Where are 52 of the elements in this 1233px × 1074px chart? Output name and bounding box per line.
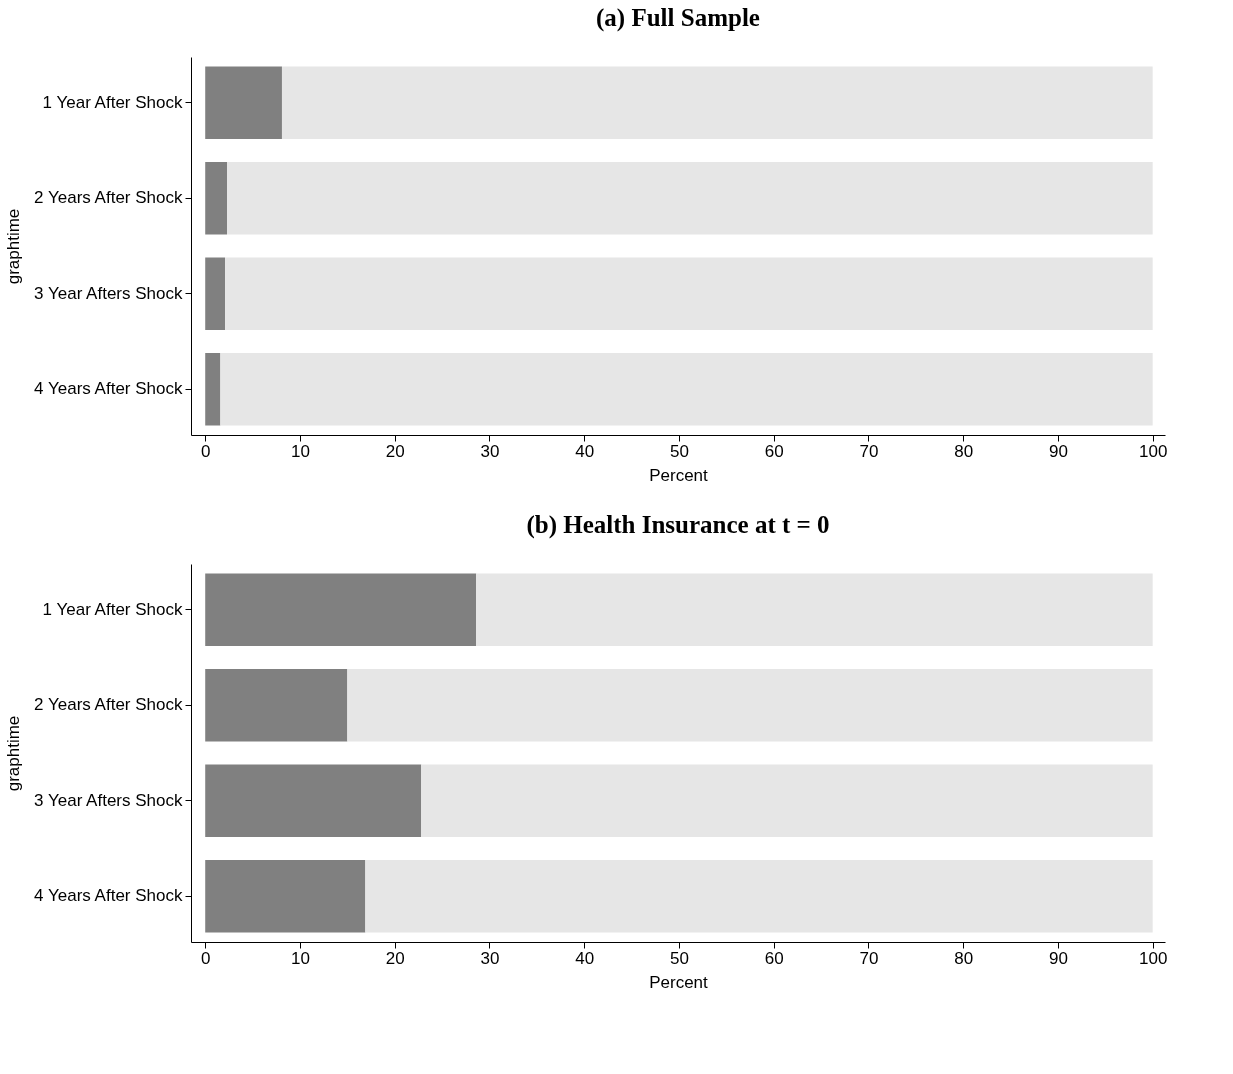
x-tick-label: 20: [385, 948, 405, 968]
bar: [421, 764, 1153, 837]
y-tick-label: 4 Years After Shock: [34, 379, 183, 399]
bar: [347, 669, 1153, 742]
x-tick-label: 0: [200, 441, 211, 461]
x-tick-label: 10: [291, 441, 310, 461]
x-tick-label: 70: [859, 441, 879, 461]
y-tick-label: 1 Year After Shock: [42, 92, 183, 112]
bar: [205, 669, 348, 742]
x-tick-label: 0: [200, 948, 211, 968]
bar: [225, 257, 1153, 330]
y-axis-title: graphtime: [3, 715, 23, 792]
y-tick-label: 2 Years After Shock: [34, 695, 183, 715]
x-tick-label: 100: [1139, 948, 1168, 968]
x-axis-title: Percent: [649, 465, 709, 485]
x-tick-label: 60: [764, 948, 784, 968]
x-tick-label: 60: [764, 441, 784, 461]
x-axis-title: Percent: [649, 972, 709, 992]
bar: [205, 764, 422, 837]
x-tick-label: 80: [954, 948, 974, 968]
x-tick-label: 40: [575, 948, 595, 968]
y-tick-label: 3 Year Afters Shock: [34, 790, 183, 810]
bar: [365, 859, 1153, 933]
chart-title: (a) Full Sample: [596, 4, 760, 32]
bar: [205, 257, 226, 330]
x-tick-label: 30: [480, 441, 500, 461]
chart-title: (b) Health Insurance at t = 0: [526, 511, 830, 539]
bar: [476, 573, 1153, 647]
x-tick-label: 80: [954, 441, 974, 461]
x-tick-label: 90: [1048, 948, 1068, 968]
y-tick-label: 2 Years After Shock: [34, 188, 183, 208]
x-tick-label: 30: [480, 948, 500, 968]
y-tick-label: 3 Year Afters Shock: [34, 283, 183, 303]
bar: [281, 66, 1153, 140]
x-tick-label: 70: [859, 948, 879, 968]
bar: [227, 162, 1153, 235]
bar: [205, 162, 227, 235]
bar: [205, 66, 282, 140]
y-axis-title: graphtime: [3, 208, 23, 285]
bar: [205, 352, 221, 426]
x-tick-label: 50: [669, 948, 689, 968]
x-tick-label: 50: [669, 441, 689, 461]
x-tick-label: 100: [1139, 441, 1168, 461]
x-tick-label: 40: [575, 441, 595, 461]
y-tick-label: 1 Year After Shock: [42, 599, 183, 619]
bar: [205, 573, 477, 647]
x-tick-label: 20: [385, 441, 405, 461]
y-tick-label: 4 Years After Shock: [34, 886, 183, 906]
x-tick-label: 10: [291, 948, 310, 968]
bar: [205, 859, 366, 933]
bar: [220, 352, 1153, 426]
x-tick-label: 90: [1048, 441, 1068, 461]
